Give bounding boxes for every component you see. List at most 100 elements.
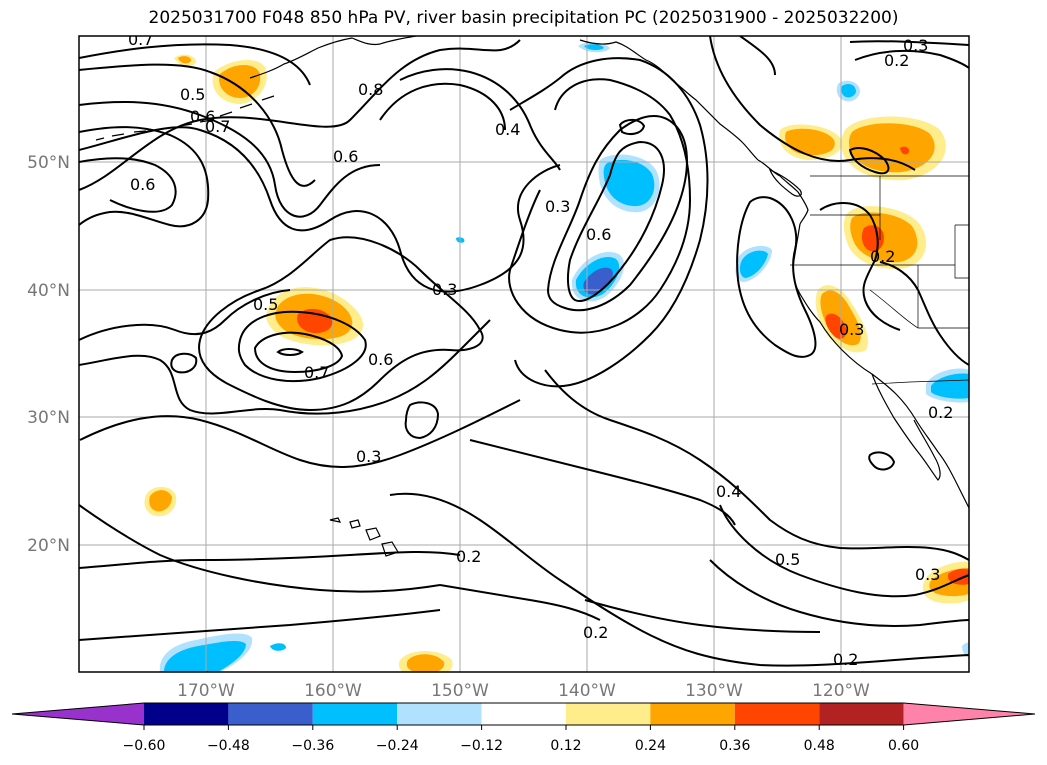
- precip-negative-area: [270, 643, 286, 651]
- pv-contour: [854, 49, 969, 69]
- pv-contour: [566, 140, 665, 302]
- pv-contour: [198, 236, 484, 412]
- pv-contour: [79, 399, 521, 468]
- us-mexico-border: [871, 379, 969, 385]
- precip-positive-area: [149, 490, 172, 512]
- precip-positive-area: [785, 128, 835, 156]
- pv-contour: [508, 78, 692, 334]
- contour-label: 0.7: [128, 30, 153, 49]
- colorbar-extend-min: [12, 703, 144, 725]
- contour-label: 0.2: [583, 623, 608, 642]
- colorbar-tick-label: 0.48: [804, 738, 835, 754]
- hawaii-islands: [329, 517, 399, 557]
- colorbar-segment: [481, 703, 566, 725]
- pv-contour: [79, 101, 381, 218]
- contour-label: 0.6: [190, 107, 215, 126]
- colorbar-segment: [144, 703, 229, 725]
- pv-contour: [709, 559, 969, 627]
- colorbar-tick-labels: −0.60 −0.48 −0.36 −0.24 −0.12 0.12 0.24 …: [123, 738, 920, 754]
- gulf-of-alaska-coast: [579, 39, 759, 161]
- colorbar-tick-label: −0.12: [460, 738, 503, 754]
- lat-label: 50°N: [27, 153, 70, 173]
- alaska-coast: [249, 36, 417, 79]
- contour-label: 0.2: [870, 247, 895, 266]
- pv-contour: [404, 401, 440, 440]
- contour-label: 0.2: [928, 403, 953, 422]
- pv-contour: [170, 352, 198, 374]
- pv-contour: [819, 202, 901, 331]
- precip-positive-area: [178, 56, 192, 64]
- pv-contour: [79, 504, 441, 593]
- contour-label: 0.5: [180, 85, 205, 104]
- political-borders: [790, 175, 969, 385]
- precip-positive-area: [848, 123, 935, 173]
- pv-contour: [584, 599, 821, 633]
- pv-contour: [79, 43, 311, 86]
- contour-label: 0.3: [545, 197, 570, 216]
- contour-label: 0.3: [915, 565, 940, 584]
- pv-contour: [879, 261, 969, 366]
- contour-label: 0.4: [716, 482, 741, 501]
- latitude-labels: 50°N 40°N 30°N 20°N: [27, 153, 70, 556]
- contour-label: 0.6: [130, 175, 155, 194]
- pv-contour: [79, 550, 461, 569]
- precip-negative-area: [164, 640, 246, 672]
- precip-positive-area: [406, 654, 445, 672]
- pv-contour: [79, 157, 177, 213]
- colorbar: −0.60 −0.48 −0.36 −0.24 −0.12 0.12 0.24 …: [11, 702, 1036, 754]
- lat-label: 30°N: [27, 408, 70, 428]
- contour-label: 0.5: [775, 550, 800, 569]
- precip-positive-area: [900, 146, 910, 155]
- precip-negative-area: [603, 159, 655, 207]
- colorbar-tick-label: −0.60: [123, 738, 166, 754]
- lon-label: 170°W: [177, 681, 235, 701]
- contour-label: 0.3: [903, 36, 928, 55]
- baja-peninsula: [871, 373, 941, 481]
- pv-contour: [79, 319, 491, 415]
- contour-label: 0.7: [304, 363, 329, 382]
- colorbar-segment: [312, 703, 398, 725]
- contour-label: 0.2: [833, 650, 858, 669]
- map-title: 2025031700 F048 850 hPa PV, river basin …: [148, 8, 899, 28]
- lon-label: 120°W: [812, 681, 870, 701]
- contour-label: 0.4: [495, 120, 520, 139]
- pv-contour: [868, 451, 896, 471]
- pv-contour: [736, 196, 817, 358]
- colorbar-ticks: [143, 725, 905, 730]
- contour-label: 0.6: [368, 350, 393, 369]
- colorbar-extend-max: [903, 703, 1035, 725]
- colorbar-tick-label: −0.36: [291, 738, 334, 754]
- contour-labels: 0.7 0.5 0.6 0.7 0.8 0.6 0.6 0.4 0.3 0.6 …: [128, 30, 953, 669]
- vancouver-island: [768, 168, 802, 197]
- contour-label: 0.6: [586, 225, 611, 244]
- contour-label: 0.6: [333, 147, 358, 166]
- contour-label: 0.3: [432, 280, 457, 299]
- lat-label: 40°N: [27, 281, 70, 301]
- colorbar-segment: [650, 703, 735, 725]
- contour-label: 0.8: [358, 80, 383, 99]
- colorbar-segment: [397, 703, 482, 725]
- colorbar-tick-label: −0.48: [207, 738, 250, 754]
- colorbar-tick-label: −0.24: [376, 738, 419, 754]
- map-plot-area: 0.7 0.5 0.6 0.7 0.8 0.6 0.6 0.4 0.3 0.6 …: [79, 30, 969, 672]
- pv-contour: [79, 609, 441, 641]
- pv-contour: [719, 504, 969, 598]
- pv-contour: [544, 369, 969, 561]
- pv-contour: [618, 118, 646, 135]
- precip-negative-area: [739, 250, 768, 278]
- colorbar-segment: [734, 703, 820, 725]
- pv-contours: [79, 36, 969, 667]
- lon-label: 150°W: [431, 681, 489, 701]
- pv-contour: [79, 39, 521, 191]
- precip-negative-area: [841, 84, 856, 98]
- map-frame: [78, 35, 970, 673]
- colorbar-segment: [819, 703, 904, 725]
- pv-contour: [509, 57, 709, 388]
- pv-contour: [849, 40, 969, 46]
- precip-negative-area: [583, 267, 613, 295]
- pv-contour: [79, 126, 561, 293]
- colorbar-tick-label: 0.12: [550, 738, 581, 754]
- colorbar-segment: [228, 703, 313, 725]
- pv-contour: [253, 331, 344, 374]
